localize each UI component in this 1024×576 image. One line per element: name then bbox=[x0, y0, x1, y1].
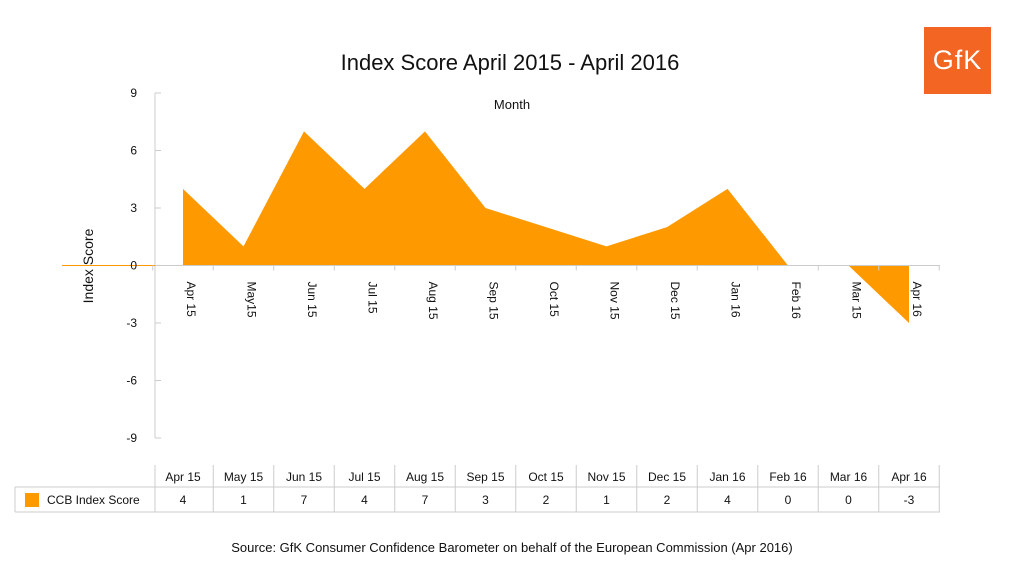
table-value-cell: -3 bbox=[904, 493, 915, 507]
table-header-cell: Apr 16 bbox=[891, 470, 927, 484]
table-header-cell: Jun 15 bbox=[286, 470, 322, 484]
y-tick-label: 3 bbox=[130, 201, 137, 215]
x-tick-label: Apr 16 bbox=[910, 282, 924, 318]
table-header-cell: Aug 15 bbox=[406, 470, 444, 484]
table-value-cell: 4 bbox=[180, 493, 187, 507]
table-value-cell: 7 bbox=[301, 493, 308, 507]
y-tick-label: 9 bbox=[130, 86, 137, 100]
x-tick-label: Sep 15 bbox=[487, 282, 501, 320]
table-header-cell: Sep 15 bbox=[466, 470, 504, 484]
x-tick-label: Aug 15 bbox=[426, 282, 440, 320]
table-value-cell: 2 bbox=[543, 493, 550, 507]
table-value-cell: 4 bbox=[724, 493, 731, 507]
x-tick-label: Oct 15 bbox=[547, 282, 561, 318]
gfk-logo: GfK bbox=[924, 27, 991, 94]
table-header-cell: Oct 15 bbox=[528, 470, 564, 484]
table-value-cell: 1 bbox=[240, 493, 247, 507]
logo-text: GfK bbox=[932, 45, 983, 75]
x-tick-label: Apr 15 bbox=[184, 282, 198, 318]
x-tick-label: Mar 15 bbox=[850, 282, 864, 320]
y-tick-label: -6 bbox=[126, 374, 137, 388]
x-tick-label: Dec 15 bbox=[668, 282, 682, 320]
table-value-cell: 0 bbox=[785, 493, 792, 507]
table-value-cell: 0 bbox=[845, 493, 852, 507]
x-axis-title: Month bbox=[494, 97, 530, 112]
x-tick-label: Feb 16 bbox=[789, 282, 803, 320]
table-header-cell: Jul 15 bbox=[348, 470, 380, 484]
table-header-cell: Apr 15 bbox=[165, 470, 201, 484]
y-tick-label: -9 bbox=[126, 431, 137, 445]
y-tick-label: 0 bbox=[130, 259, 137, 273]
table-header-cell: Mar 16 bbox=[830, 470, 868, 484]
area-ccb-index-score bbox=[183, 131, 909, 323]
x-tick-label: May15 bbox=[245, 282, 259, 318]
table-value-cell: 2 bbox=[664, 493, 671, 507]
y-tick-label: 6 bbox=[130, 144, 137, 158]
source-note: Source: GfK Consumer Confidence Baromete… bbox=[231, 540, 793, 555]
x-tick-label: Jun 15 bbox=[305, 282, 319, 318]
y-tick-label: -3 bbox=[126, 316, 137, 330]
table-header-cell: Feb 16 bbox=[769, 470, 807, 484]
table-header-cell: Dec 15 bbox=[648, 470, 686, 484]
legend-swatch-ccb-index-score bbox=[25, 493, 39, 507]
table-header-cell: Nov 15 bbox=[587, 470, 625, 484]
x-tick-label: Jan 16 bbox=[729, 282, 743, 318]
table-value-cell: 1 bbox=[603, 493, 610, 507]
x-tick-label: Jul 15 bbox=[366, 282, 380, 314]
table-header-cell: May 15 bbox=[224, 470, 264, 484]
legend-label-ccb-index-score: CCB Index Score bbox=[47, 493, 140, 507]
table-value-cell: 3 bbox=[482, 493, 489, 507]
table-value-cell: 7 bbox=[422, 493, 429, 507]
chart-title: Index Score April 2015 - April 2016 bbox=[341, 50, 680, 75]
table-header-cell: Jan 16 bbox=[709, 470, 745, 484]
x-tick-label: Nov 15 bbox=[608, 282, 622, 320]
table-value-cell: 4 bbox=[361, 493, 368, 507]
